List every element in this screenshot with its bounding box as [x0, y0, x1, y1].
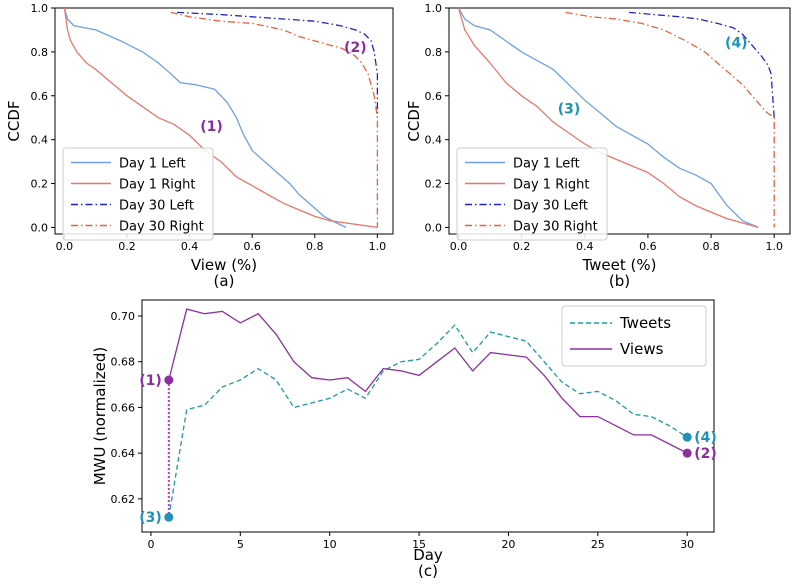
marker-point: [164, 512, 174, 522]
panel-caption: (a): [214, 272, 235, 290]
x-tick-label: 0.6: [639, 240, 657, 253]
chart-panel-a: 0.0 0.2 0.4 0.6 0.8 1.0 0.0 0.2 0.4 0.6 0.8 1.0 View…: [5, 2, 394, 290]
x-tick-label: 0.8: [306, 240, 324, 253]
x-tick-label: 0.2: [118, 240, 136, 253]
y-tick-label: 1.0: [31, 2, 49, 15]
y-tick-label: 0.2: [425, 178, 443, 191]
x-tick-label: 0.2: [513, 240, 531, 253]
series-line-day-30-left: [628, 11, 775, 118]
x-tick-label: 5: [237, 538, 244, 551]
legend-box: [456, 147, 608, 241]
point-label: (1): [139, 373, 162, 389]
y-tick-label: 0.0: [31, 221, 49, 234]
chart-panel-c: 0 5 10 15 20 25 30 0.62 0.64 0.66 0.68 0.70 Day MWU (…: [91, 299, 717, 580]
y-tick-label: 0.8: [31, 46, 49, 59]
x-axis-label: Tweet (%): [581, 256, 656, 274]
chart-panel-b: 0.0 0.2 0.4 0.6 0.8 1.0 0.0 0.2 0.4 0.6 0.8 1.0 Twee…: [405, 2, 791, 290]
y-tick-label: 0.68: [111, 356, 136, 369]
x-tick-label: 10: [323, 538, 337, 551]
y-tick-label: 0.2: [31, 178, 49, 191]
x-tick-label: 25: [591, 538, 605, 551]
legend-entry: Tweets: [619, 314, 671, 332]
series-line-views: [168, 308, 688, 454]
x-tick-label: 0.0: [56, 240, 74, 253]
point-label: (2): [694, 446, 717, 462]
legend-entry: Day 30 Left: [513, 199, 588, 214]
plot-frame: [54, 7, 394, 235]
panel-caption: (c): [418, 562, 438, 580]
legend-entry: Day 1 Right: [119, 178, 195, 193]
series-line-day-1-left: [63, 7, 347, 228]
x-tick-label: 15: [412, 538, 426, 551]
y-tick-label: 0.64: [111, 447, 136, 460]
x-tick-label: 0.0: [450, 240, 468, 253]
annotation-label: (1): [200, 119, 223, 135]
x-tick-label: 0.6: [243, 240, 261, 253]
panel-caption: (b): [609, 272, 630, 290]
x-axis-label: View (%): [191, 256, 257, 274]
legend-entry: Day 30 Right: [513, 220, 598, 235]
marker-point: [682, 448, 692, 458]
legend-entry: Day 1 Left: [513, 157, 580, 172]
y-tick-label: 0.4: [425, 134, 443, 147]
x-tick-label: 0: [147, 538, 154, 551]
x-tick-label: 1.0: [369, 240, 387, 253]
legend-entry: Day 30 Right: [119, 220, 204, 235]
y-tick-label: 0.66: [111, 401, 136, 414]
y-tick-label: 0.6: [31, 90, 49, 103]
x-tick-label: 0.4: [576, 240, 594, 253]
y-tick-label: 0.70: [111, 310, 136, 323]
y-tick-label: 0.62: [111, 493, 136, 506]
plot-frame: [141, 299, 715, 533]
x-tick-label: 20: [501, 538, 515, 551]
y-tick-label: 1.0: [425, 2, 443, 15]
marker-point: [682, 432, 692, 442]
series-line-day-30-right: [565, 11, 775, 228]
legend-entry: Day 1 Right: [513, 178, 589, 193]
annotation-label: (3): [558, 101, 581, 117]
legend-entry: Day 30 Left: [119, 199, 194, 214]
y-axis-label: MWU (normalized): [91, 347, 109, 486]
point-label: (4): [694, 430, 717, 446]
series-line-day-30-left: [177, 11, 379, 118]
y-tick-label: 0.6: [425, 90, 443, 103]
plot-frame: [448, 7, 791, 235]
legend-entry: Day 1 Left: [119, 157, 186, 172]
x-axis-label: Day: [413, 546, 443, 564]
series-line-day-30-right: [170, 11, 379, 228]
x-tick-label: 0.4: [181, 240, 199, 253]
x-tick-label: 0.8: [702, 240, 720, 253]
legend-box: [62, 147, 214, 241]
point-label: (3): [139, 510, 162, 526]
y-axis-label: CCDF: [405, 100, 423, 141]
legend-box: [561, 305, 707, 367]
x-tick-label: 1.0: [765, 240, 783, 253]
y-axis-label: CCDF: [5, 100, 23, 141]
series-line-day-1-right: [63, 7, 378, 229]
x-tick-label: 30: [680, 538, 694, 551]
y-tick-label: 0.8: [425, 46, 443, 59]
marker-point: [164, 375, 174, 385]
legend-entry: Views: [620, 340, 664, 358]
y-tick-label: 0.0: [425, 221, 443, 234]
annotation-label: (4): [725, 35, 748, 51]
series-line-day-1-left: [457, 7, 759, 228]
y-tick-label: 0.4: [31, 134, 49, 147]
annotation-label: (2): [344, 40, 367, 56]
